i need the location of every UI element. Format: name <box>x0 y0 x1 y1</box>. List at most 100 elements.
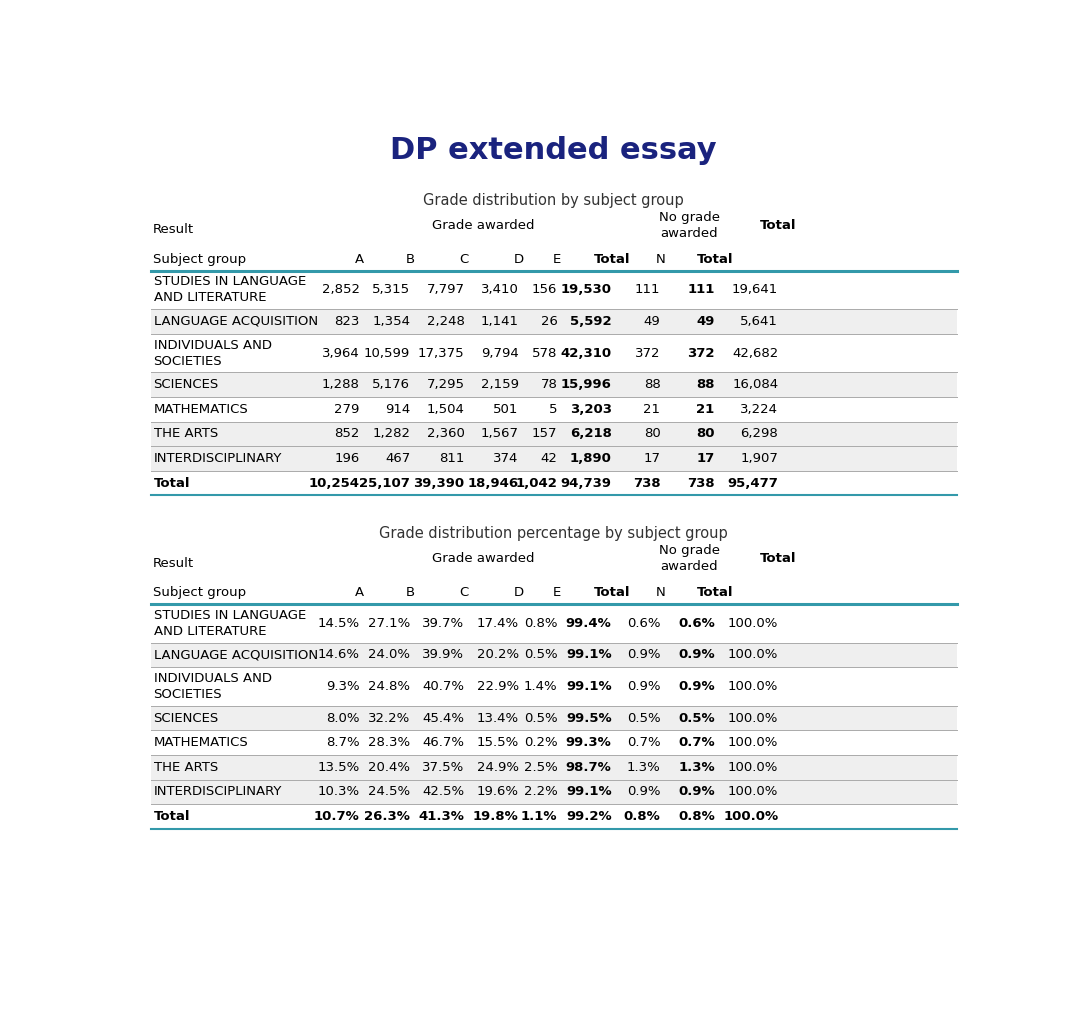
Text: 13.4%: 13.4% <box>476 712 518 724</box>
Text: 17: 17 <box>697 452 715 465</box>
Text: 99.2%: 99.2% <box>566 811 611 823</box>
Text: 0.9%: 0.9% <box>678 649 715 661</box>
Text: 24.9%: 24.9% <box>476 761 518 774</box>
Text: 9,794: 9,794 <box>481 347 518 360</box>
Text: STUDIES IN LANGUAGE
AND LITERATURE: STUDIES IN LANGUAGE AND LITERATURE <box>153 276 306 304</box>
Text: 3,410: 3,410 <box>481 284 518 296</box>
Text: 18,946: 18,946 <box>468 477 518 489</box>
Text: 0.5%: 0.5% <box>524 712 557 724</box>
Text: INDIVIDUALS AND
SOCIETIES: INDIVIDUALS AND SOCIETIES <box>153 672 271 701</box>
Text: 100.0%: 100.0% <box>728 649 779 661</box>
Text: 0.8%: 0.8% <box>624 811 661 823</box>
Text: 372: 372 <box>635 347 661 360</box>
Text: 111: 111 <box>687 284 715 296</box>
Text: 17: 17 <box>644 452 661 465</box>
Text: Total: Total <box>760 219 797 232</box>
Text: 0.9%: 0.9% <box>627 785 661 798</box>
Bar <box>150 422 957 446</box>
Text: 5,592: 5,592 <box>570 315 611 327</box>
Text: 1.1%: 1.1% <box>521 811 557 823</box>
Text: 24.5%: 24.5% <box>368 785 410 798</box>
Text: 1,907: 1,907 <box>741 452 779 465</box>
Text: 196: 196 <box>335 452 360 465</box>
Text: 156: 156 <box>532 284 557 296</box>
Text: 99.4%: 99.4% <box>566 616 611 630</box>
Text: 14.5%: 14.5% <box>318 616 360 630</box>
Text: DP extended essay: DP extended essay <box>390 136 717 165</box>
Text: 6,298: 6,298 <box>741 427 779 440</box>
Text: 41.3%: 41.3% <box>419 811 464 823</box>
Text: 10.3%: 10.3% <box>318 785 360 798</box>
Text: 2,159: 2,159 <box>481 378 518 392</box>
Text: 5,176: 5,176 <box>373 378 410 392</box>
Text: 40.7%: 40.7% <box>422 680 464 693</box>
Text: 100.0%: 100.0% <box>728 680 779 693</box>
Text: 279: 279 <box>335 403 360 416</box>
Bar <box>150 780 957 804</box>
Text: 2,360: 2,360 <box>427 427 464 440</box>
Text: 19.6%: 19.6% <box>476 785 518 798</box>
Text: 14.6%: 14.6% <box>318 649 360 661</box>
Text: 24.8%: 24.8% <box>368 680 410 693</box>
Text: 1,042: 1,042 <box>515 477 557 489</box>
Text: 10,599: 10,599 <box>364 347 410 360</box>
Text: 99.1%: 99.1% <box>566 649 611 661</box>
Text: 3,203: 3,203 <box>569 403 611 416</box>
Text: 372: 372 <box>687 347 715 360</box>
Text: THE ARTS: THE ARTS <box>153 427 218 440</box>
Text: 99.1%: 99.1% <box>566 680 611 693</box>
Text: 15.5%: 15.5% <box>476 736 518 750</box>
Text: Total: Total <box>153 811 190 823</box>
Text: 100.0%: 100.0% <box>728 785 779 798</box>
Text: 5,641: 5,641 <box>741 315 779 327</box>
Text: Total: Total <box>593 586 630 599</box>
Text: 914: 914 <box>384 403 410 416</box>
Text: D: D <box>514 252 524 265</box>
Text: 19,641: 19,641 <box>732 284 779 296</box>
Text: Subject group: Subject group <box>153 252 246 265</box>
Text: 0.9%: 0.9% <box>678 785 715 798</box>
Text: INTERDISCIPLINARY: INTERDISCIPLINARY <box>153 785 282 798</box>
Text: 1,504: 1,504 <box>427 403 464 416</box>
Text: No grade
awarded: No grade awarded <box>659 212 719 240</box>
Text: 0.5%: 0.5% <box>524 649 557 661</box>
Text: 738: 738 <box>633 477 661 489</box>
Text: 2,248: 2,248 <box>427 315 464 327</box>
Bar <box>150 372 957 397</box>
Text: SCIENCES: SCIENCES <box>153 378 219 392</box>
Text: STUDIES IN LANGUAGE
AND LITERATURE: STUDIES IN LANGUAGE AND LITERATURE <box>153 609 306 638</box>
Text: 0.9%: 0.9% <box>627 649 661 661</box>
Bar <box>150 446 957 471</box>
Text: 0.5%: 0.5% <box>678 712 715 724</box>
Text: Grade awarded: Grade awarded <box>432 552 535 565</box>
Text: 24.0%: 24.0% <box>368 649 410 661</box>
Text: 811: 811 <box>438 452 464 465</box>
Text: 7,295: 7,295 <box>427 378 464 392</box>
Text: B: B <box>406 252 415 265</box>
Text: 26: 26 <box>540 315 557 327</box>
Text: 100.0%: 100.0% <box>728 736 779 750</box>
Text: 1,282: 1,282 <box>373 427 410 440</box>
Text: Result: Result <box>153 224 194 236</box>
Text: 19,530: 19,530 <box>561 284 611 296</box>
Text: 20.4%: 20.4% <box>368 761 410 774</box>
Text: 738: 738 <box>687 477 715 489</box>
Text: 32.2%: 32.2% <box>368 712 410 724</box>
Text: 21: 21 <box>697 403 715 416</box>
Text: 42,310: 42,310 <box>561 347 611 360</box>
Text: 20.2%: 20.2% <box>476 649 518 661</box>
Text: 0.8%: 0.8% <box>678 811 715 823</box>
Text: 26.3%: 26.3% <box>364 811 410 823</box>
Text: 374: 374 <box>494 452 518 465</box>
Text: 2,852: 2,852 <box>322 284 360 296</box>
Text: 39,390: 39,390 <box>414 477 464 489</box>
Text: Grade awarded: Grade awarded <box>432 219 535 232</box>
Text: 39.7%: 39.7% <box>422 616 464 630</box>
Text: 100.0%: 100.0% <box>728 761 779 774</box>
Bar <box>150 643 957 667</box>
Text: 16,084: 16,084 <box>732 378 779 392</box>
Text: 17.4%: 17.4% <box>476 616 518 630</box>
Text: LANGUAGE ACQUISITION: LANGUAGE ACQUISITION <box>153 315 318 327</box>
Text: 98.7%: 98.7% <box>566 761 611 774</box>
Text: MATHEMATICS: MATHEMATICS <box>153 736 248 750</box>
